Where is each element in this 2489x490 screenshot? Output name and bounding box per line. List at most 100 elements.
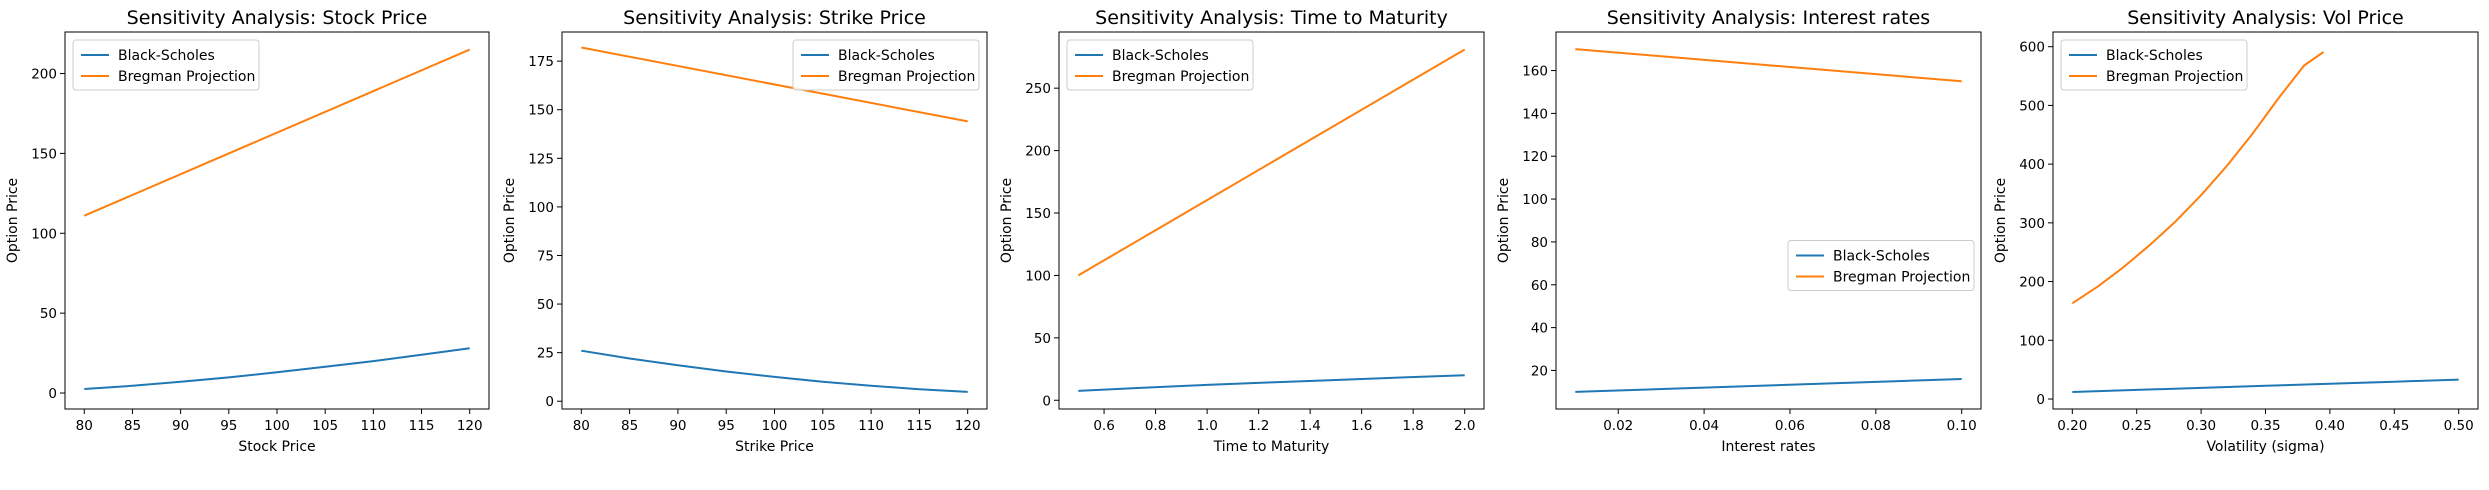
y-tick-label: 140 xyxy=(1522,106,1548,122)
x-tick-label: 0.10 xyxy=(1947,418,1977,434)
x-tick-label: 80 xyxy=(76,418,93,434)
x-tick-label: 110 xyxy=(858,418,884,434)
y-tick-label: 160 xyxy=(1522,64,1548,80)
x-tick-label: 0.35 xyxy=(2250,418,2280,434)
x-axis-label: Strike Price xyxy=(735,439,814,455)
series-line-1 xyxy=(581,349,968,393)
series-line-2 xyxy=(1575,48,1962,83)
y-tick-label: 100 xyxy=(528,200,554,216)
y-tick-label: 125 xyxy=(528,151,554,167)
y-tick-label: 250 xyxy=(1025,81,1051,97)
x-tick-label: 105 xyxy=(312,418,338,434)
x-tick-label: 0.08 xyxy=(1861,418,1891,434)
legend: Black-Scholes Bregman Projection xyxy=(1066,39,1254,91)
y-tick-label: 200 xyxy=(1025,144,1051,160)
x-tick-label: 85 xyxy=(124,418,141,434)
series-line-2 xyxy=(581,46,968,123)
y-tick-label: 40 xyxy=(1531,321,1548,337)
legend-entry: Black-Scholes xyxy=(1112,48,1209,64)
series-line-2 xyxy=(2071,51,2325,305)
y-tick-label: 150 xyxy=(1025,206,1051,222)
subplot-4: 0.02 0.04 0.06 0.08 0.10 20 40 60 80 100 120 140 160… xyxy=(1496,7,1982,455)
x-tick-label: 85 xyxy=(621,418,638,434)
x-tick-label: 105 xyxy=(810,418,836,434)
x-tick-label: 0.04 xyxy=(1689,418,1719,434)
x-tick-label: 1.0 xyxy=(1196,418,1217,434)
y-axis-label: Option Price xyxy=(999,178,1015,263)
x-tick-label: 95 xyxy=(220,418,237,434)
y-tick-label: 600 xyxy=(2019,40,2045,56)
y-tick-label: 0 xyxy=(2036,392,2045,408)
legend: Black-Scholes Bregman Projection xyxy=(792,39,980,91)
x-tick-label: 90 xyxy=(172,418,189,434)
legend-entry: Bregman Projection xyxy=(2106,69,2243,85)
y-tick-label: 0 xyxy=(48,386,57,402)
legend-entry: Bregman Projection xyxy=(1833,270,1970,286)
axes-frame xyxy=(1058,31,1485,410)
series-line-2 xyxy=(83,48,471,217)
x-tick-label: 1.4 xyxy=(1299,418,1320,434)
chart-title: Sensitivity Analysis: Interest rates xyxy=(1607,7,1930,29)
legend-box xyxy=(792,39,980,91)
legend-entry: Black-Scholes xyxy=(118,48,215,64)
x-axis-label: Interest rates xyxy=(1721,439,1815,455)
y-tick-label: 50 xyxy=(1034,331,1051,347)
y-tick-label: 100 xyxy=(2019,333,2045,349)
legend: Black-Scholes Bregman Projection xyxy=(72,39,260,91)
y-tick-label: 100 xyxy=(31,226,57,242)
x-tick-label: 1.6 xyxy=(1351,418,1372,434)
y-tick-label: 0 xyxy=(1042,393,1051,409)
legend-entry: Black-Scholes xyxy=(2106,48,2203,64)
legend: Black-Scholes Bregman Projection xyxy=(2060,39,2248,91)
legend-box xyxy=(1066,39,1254,91)
y-tick-label: 50 xyxy=(537,297,554,313)
y-tick-label: 80 xyxy=(1531,235,1548,251)
subplot-2: 80 85 90 95 100 105 110 115 120 0 25 50 75 100 125 150 1… xyxy=(502,7,988,455)
y-tick-label: 60 xyxy=(1531,278,1548,294)
x-tick-label: 0.06 xyxy=(1775,418,1805,434)
legend-entry: Bregman Projection xyxy=(838,69,975,85)
subplot-5: 0.20 0.25 0.30 0.35 0.40 0.45 0.50 0 100 200 300 40… xyxy=(1993,7,2479,455)
x-tick-label: 0.40 xyxy=(2315,418,2345,434)
x-tick-label: 120 xyxy=(457,418,483,434)
y-tick-label: 200 xyxy=(2019,275,2045,291)
series-line-1 xyxy=(1575,378,1962,393)
x-tick-label: 1.2 xyxy=(1248,418,1269,434)
y-axis-label: Option Price xyxy=(1993,178,2009,263)
y-tick-label: 20 xyxy=(1531,363,1548,379)
x-tick-label: 2.0 xyxy=(1454,418,1475,434)
series-line-1 xyxy=(2072,378,2459,393)
x-tick-label: 0.25 xyxy=(2122,418,2152,434)
y-tick-label: 400 xyxy=(2019,157,2045,173)
y-tick-label: 0 xyxy=(545,394,554,410)
x-tick-label: 100 xyxy=(762,418,788,434)
legend-entry: Bregman Projection xyxy=(1112,69,1249,85)
x-tick-label: 80 xyxy=(573,418,590,434)
series-line-2 xyxy=(1077,48,1466,277)
y-tick-label: 50 xyxy=(40,306,57,322)
x-tick-label: 0.02 xyxy=(1603,418,1633,434)
x-tick-label: 115 xyxy=(906,418,932,434)
x-tick-label: 110 xyxy=(360,418,386,434)
subplot-3: 0.6 0.8 1.0 1.2 1.4 1.6 1.8 2.0 0 50 100 150 200 250 S… xyxy=(999,7,1485,455)
x-tick-label: 95 xyxy=(718,418,735,434)
legend-entry: Black-Scholes xyxy=(1833,249,1930,265)
x-tick-label: 0.20 xyxy=(2057,418,2087,434)
x-axis-label: Stock Price xyxy=(238,439,315,455)
y-tick-label: 200 xyxy=(31,67,57,83)
legend: Black-Scholes Bregman Projection xyxy=(1787,240,1975,291)
x-tick-label: 100 xyxy=(264,418,290,434)
y-axis-label: Option Price xyxy=(5,178,21,263)
legend-box xyxy=(2060,39,2248,91)
axes-frame xyxy=(1555,31,1982,410)
x-tick-label: 90 xyxy=(669,418,686,434)
y-tick-label: 150 xyxy=(31,146,57,162)
chart-title: Sensitivity Analysis: Stock Price xyxy=(127,7,428,29)
y-tick-label: 75 xyxy=(537,248,554,264)
y-tick-label: 500 xyxy=(2019,98,2045,114)
x-tick-label: 0.8 xyxy=(1145,418,1166,434)
y-tick-label: 300 xyxy=(2019,216,2045,232)
x-tick-label: 0.45 xyxy=(2379,418,2409,434)
y-tick-label: 25 xyxy=(537,346,554,362)
